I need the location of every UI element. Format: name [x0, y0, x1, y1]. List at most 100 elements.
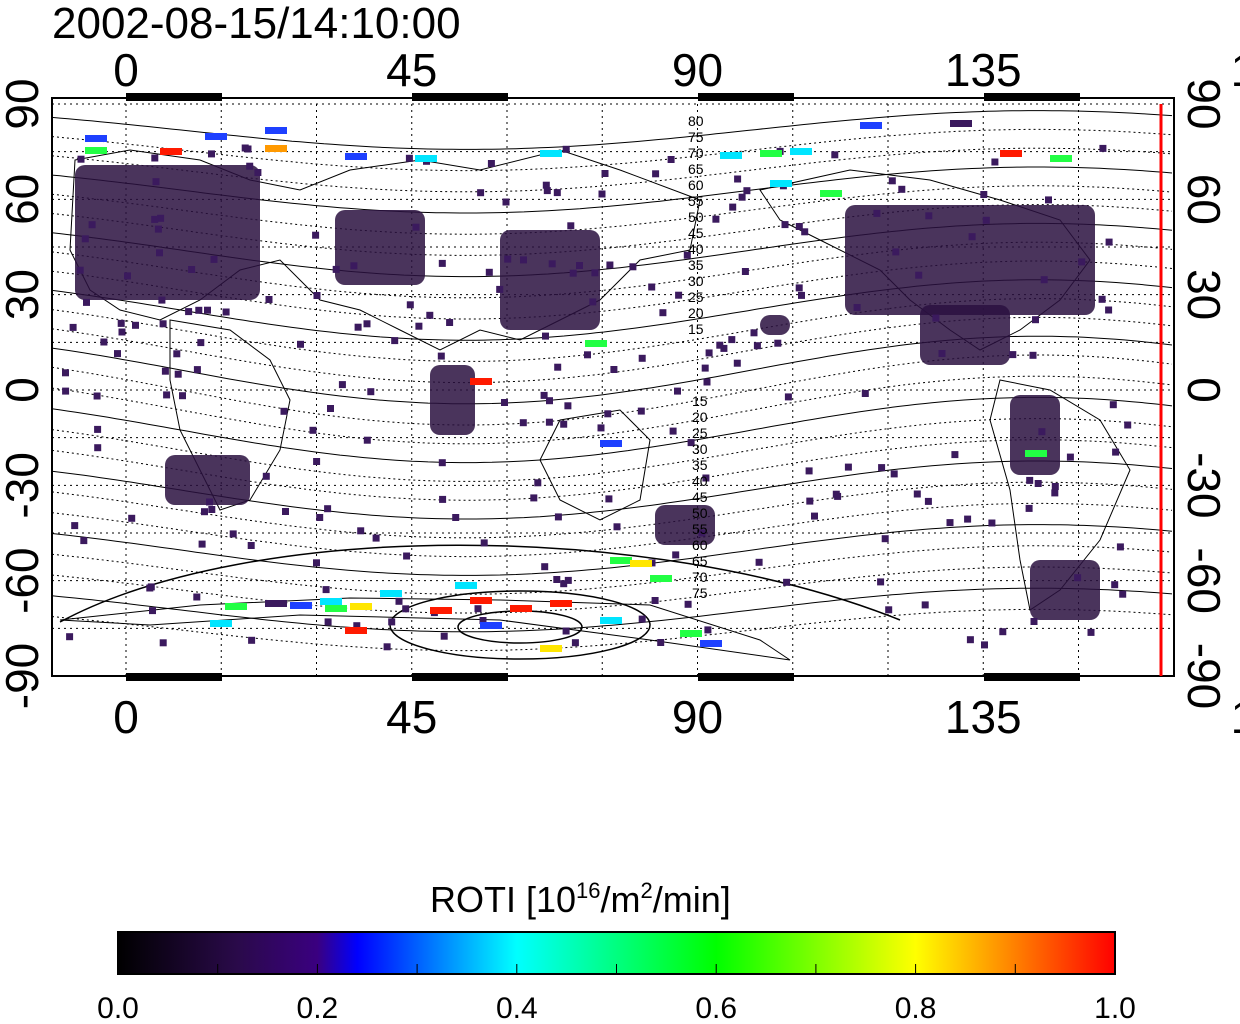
roti-cell	[605, 495, 613, 503]
roti-cell-highlight	[585, 340, 607, 347]
roti-cell	[637, 407, 645, 415]
roti-cell-highlight	[325, 605, 347, 612]
coastline	[759, 169, 1091, 351]
frame-bar	[984, 93, 1080, 101]
contour-label: 80	[688, 113, 704, 129]
roti-cell	[1009, 351, 1017, 359]
roti-cell-highlight	[540, 645, 562, 652]
roti-cell	[606, 261, 614, 269]
roti-cell	[774, 339, 782, 347]
roti-cell	[750, 329, 758, 337]
lat-tick-label: 0	[1178, 377, 1230, 403]
contour-label: 70	[692, 569, 708, 585]
contour-label: 20	[692, 409, 708, 425]
lon-tick-label: 45	[386, 44, 437, 96]
roti-cell	[1051, 489, 1059, 497]
roti-cell	[567, 222, 575, 230]
roti-cell	[597, 424, 605, 432]
roti-cell	[474, 605, 482, 613]
roti-cell	[66, 633, 74, 641]
roti-cell-highlight	[760, 150, 782, 157]
roti-cell	[741, 268, 749, 275]
roti-cell	[728, 336, 736, 344]
roti-cell	[951, 451, 959, 459]
roti-cell	[925, 212, 933, 220]
roti-cell	[576, 262, 583, 269]
lat-tick-label: -30	[0, 452, 48, 518]
roti-cell	[890, 470, 898, 478]
roti-cell	[702, 474, 710, 482]
roti-cell	[667, 156, 675, 163]
contour-line	[51, 608, 1173, 652]
contour-line	[51, 587, 1173, 633]
roti-cell	[584, 351, 591, 359]
roti-cell	[519, 419, 527, 427]
roti-cell	[1038, 428, 1046, 436]
roti-cell	[354, 323, 362, 331]
roti-cell	[541, 563, 549, 571]
roti-cell	[282, 508, 289, 515]
roti-cell	[208, 506, 216, 513]
roti-cell	[324, 505, 332, 513]
roti-cell	[206, 498, 213, 506]
lon-ticks-top: 04590135180-135-90-45	[113, 44, 1240, 96]
roti-cell	[892, 248, 900, 256]
roti-cell	[197, 339, 205, 347]
roti-cell	[966, 636, 974, 644]
roti-cell	[753, 342, 761, 350]
roti-cell	[201, 508, 208, 516]
roti-cell	[659, 309, 667, 317]
roti-dense-region	[1010, 395, 1060, 475]
roti-cell	[1074, 574, 1082, 582]
roti-cell	[610, 366, 618, 373]
roti-dense-region	[430, 365, 475, 435]
roti-cell	[877, 578, 885, 586]
roti-cell	[156, 249, 163, 257]
roti-cell	[1045, 196, 1052, 204]
roti-cell	[446, 319, 454, 326]
roti-cell-highlight	[680, 630, 702, 637]
roti-cell	[367, 388, 375, 396]
roti-cell	[438, 259, 446, 267]
frame-bar	[412, 673, 508, 681]
roti-cell-highlight	[700, 640, 722, 647]
roti-cell	[439, 495, 447, 503]
roti-cell	[604, 410, 612, 418]
colorbar-tick-label: 0.8	[895, 992, 937, 1024]
contour-label: 30	[688, 273, 704, 289]
roti-cell	[832, 490, 840, 498]
roti-cell	[1099, 144, 1107, 152]
roti-cell	[185, 308, 193, 316]
roti-cell-highlight	[415, 155, 437, 162]
roti-cell	[151, 154, 159, 162]
roti-cell	[651, 597, 659, 604]
roti-cell	[152, 178, 160, 186]
roti-cell-highlight	[480, 622, 502, 629]
roti-cell	[327, 405, 334, 412]
roti-cell	[158, 296, 166, 304]
roti-cell	[437, 352, 445, 360]
colorbar-label: ROTI [1016/m2/min]	[430, 878, 731, 920]
frame-bar	[698, 93, 794, 101]
lon-ticks-bottom: 04590135180-135-90-45	[113, 691, 1240, 743]
roti-cell	[312, 231, 320, 239]
roti-cell-highlight	[470, 378, 492, 385]
roti-cell	[729, 203, 737, 211]
roti-cell	[795, 223, 803, 230]
roti-cell	[76, 266, 84, 274]
roti-observations	[75, 165, 1100, 620]
roti-cell	[981, 641, 988, 649]
roti-cell	[1051, 483, 1059, 490]
roti-cell	[383, 643, 391, 651]
roti-cell	[1078, 258, 1086, 266]
roti-cell	[1066, 453, 1074, 461]
roti-cell	[674, 387, 681, 395]
roti-cell	[62, 387, 70, 395]
lat-tick-label: 90	[0, 78, 48, 129]
roti-cell	[629, 263, 637, 271]
roti-cell	[924, 497, 932, 505]
roti-cell	[262, 472, 270, 480]
roti-cell	[548, 260, 556, 268]
roti-cell	[991, 158, 999, 166]
roti-cell	[179, 392, 186, 400]
